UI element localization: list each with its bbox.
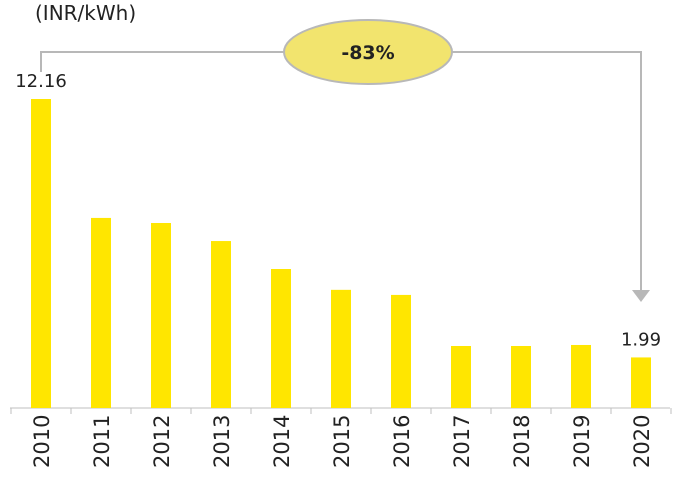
- x-tick-label: 2017: [450, 415, 474, 468]
- annotation-arrow: [40, 51, 642, 292]
- bar: [151, 223, 171, 408]
- bar: [211, 241, 231, 408]
- x-tick-label: 2011: [90, 415, 114, 468]
- bar: [571, 344, 591, 408]
- bar: [511, 345, 531, 408]
- x-tick-label: 2016: [390, 415, 414, 468]
- x-tick-label: 2020: [630, 415, 654, 468]
- bar: [331, 289, 351, 408]
- arrow-line: [452, 51, 642, 292]
- value-label: 12.16: [15, 71, 67, 92]
- x-tick-label: 2012: [150, 415, 174, 468]
- bar: [391, 294, 411, 408]
- x-tick-label: 2018: [510, 415, 534, 468]
- chart-subtitle: (INR/kWh): [35, 1, 136, 25]
- annotation-text: -83%: [341, 42, 394, 64]
- x-tick-label: 2015: [330, 415, 354, 468]
- bar: [91, 217, 111, 408]
- bar: [271, 269, 291, 408]
- x-tick-label: 2010: [30, 415, 54, 468]
- x-tick-label: 2013: [210, 415, 234, 468]
- bar: [31, 99, 51, 408]
- x-tick-label: 2019: [570, 415, 594, 468]
- annotation-bubble: [283, 19, 453, 85]
- arrow-head: [632, 290, 650, 302]
- bar: [451, 345, 471, 408]
- x-tick-label: 2014: [270, 415, 294, 468]
- arrow-line: [40, 51, 284, 72]
- bar: [631, 357, 651, 408]
- value-label: 1.99: [621, 329, 661, 350]
